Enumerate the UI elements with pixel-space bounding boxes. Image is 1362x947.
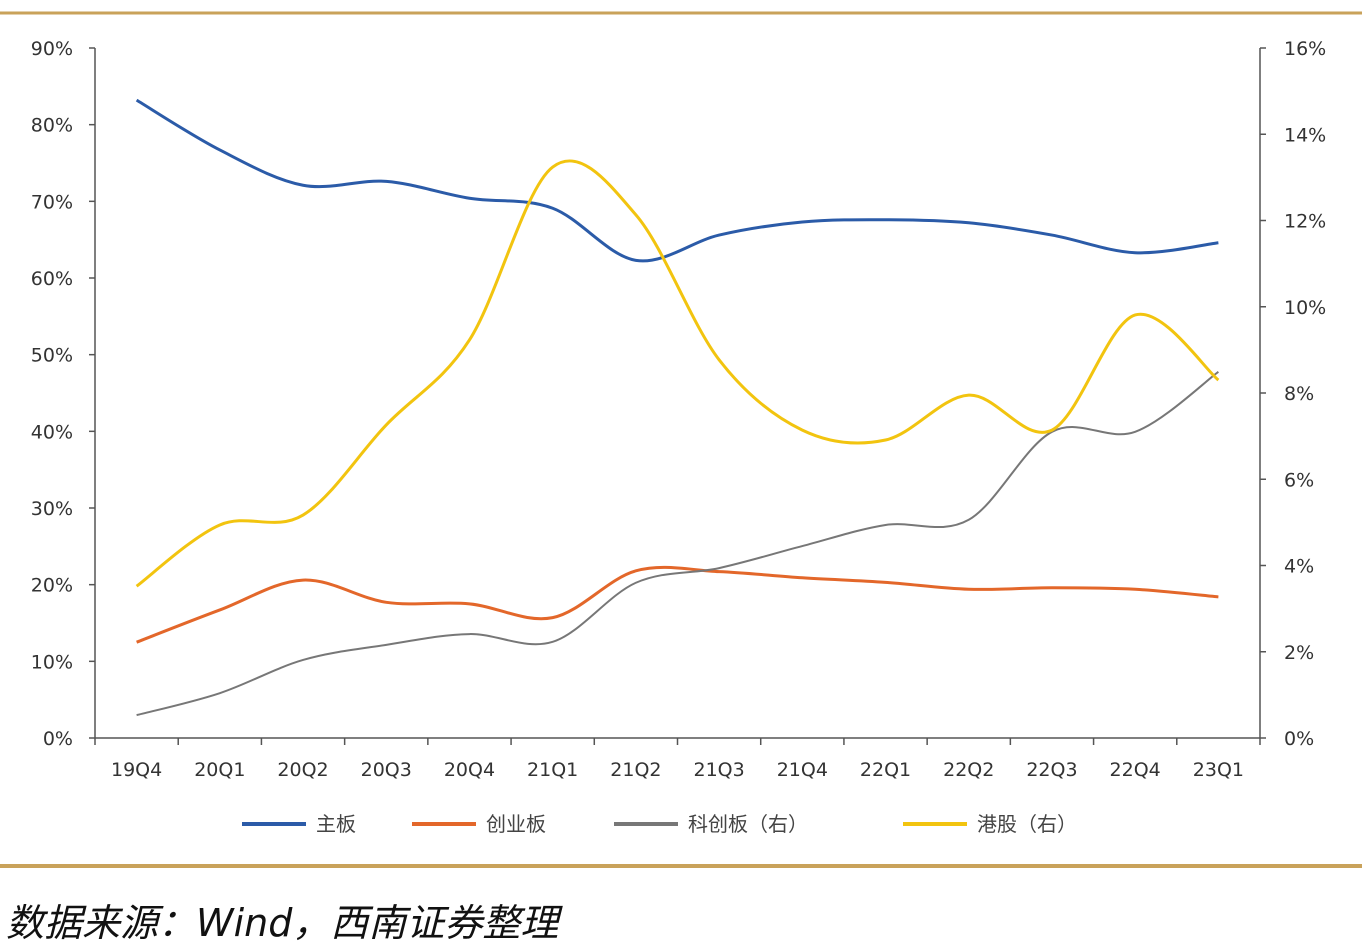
legend-label: 主板 (316, 812, 356, 836)
legend-label: 创业板 (486, 812, 546, 836)
right-tick-label: 0% (1284, 728, 1314, 750)
right-tick-label: 12% (1284, 211, 1326, 233)
series-line-3 (135, 159, 1220, 588)
series-line-1 (136, 565, 1219, 644)
left-tick-label: 40% (31, 421, 73, 443)
legend-label: 科创板（右） (688, 812, 808, 836)
series-line-2 (136, 371, 1219, 717)
legend-label: 港股（右） (977, 812, 1077, 836)
x-tick-label: 21Q2 (610, 759, 661, 781)
x-tick-label: 21Q3 (693, 759, 744, 781)
x-tick-label: 20Q2 (277, 759, 328, 781)
x-tick-label: 20Q4 (444, 759, 495, 781)
x-tick-label: 21Q1 (527, 759, 578, 781)
right-tick-label: 2% (1284, 642, 1314, 664)
left-tick-label: 80% (31, 115, 73, 137)
left-tick-label: 0% (43, 728, 73, 750)
x-tick-label: 22Q2 (943, 759, 994, 781)
right-tick-label: 10% (1284, 297, 1326, 319)
left-tick-label: 60% (31, 268, 73, 290)
x-tick-label: 19Q4 (111, 759, 162, 781)
left-tick-label: 70% (31, 191, 73, 213)
left-tick-label: 50% (31, 345, 73, 367)
x-tick-label: 20Q3 (361, 759, 412, 781)
x-tick-label: 22Q3 (1026, 759, 1077, 781)
x-tick-label: 22Q1 (860, 759, 911, 781)
right-tick-label: 16% (1284, 38, 1326, 60)
x-tick-label: 23Q1 (1193, 759, 1244, 781)
x-tick-label: 20Q1 (194, 759, 245, 781)
left-tick-label: 10% (31, 651, 73, 673)
series-line-0 (135, 98, 1219, 263)
right-tick-label: 14% (1284, 124, 1326, 146)
x-tick-label: 21Q4 (777, 759, 828, 781)
right-tick-label: 6% (1284, 469, 1314, 491)
left-tick-label: 90% (31, 38, 73, 60)
left-tick-label: 30% (31, 498, 73, 520)
x-tick-label: 22Q4 (1110, 759, 1161, 781)
left-tick-label: 20% (31, 575, 73, 597)
right-tick-label: 4% (1284, 556, 1314, 578)
right-tick-label: 8% (1284, 383, 1314, 405)
source-note: 数据来源：Wind，西南证券整理 (6, 901, 559, 945)
